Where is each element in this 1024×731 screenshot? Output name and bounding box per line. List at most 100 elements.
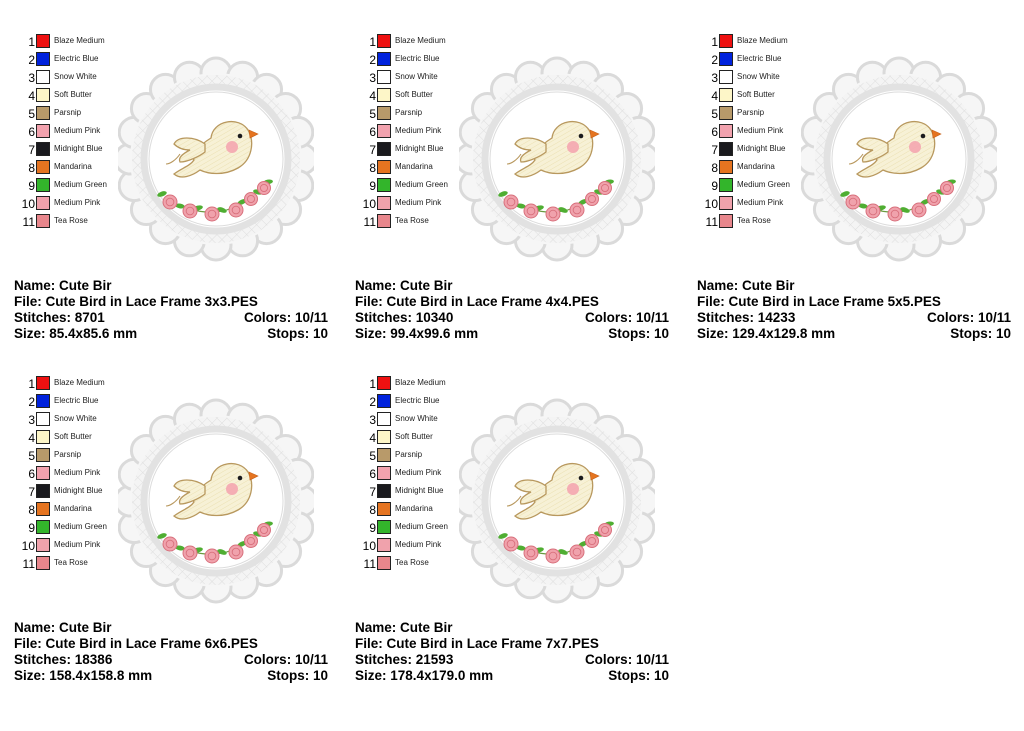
thread-name: Soft Butter (395, 90, 433, 99)
design-info: Name: Cute Bir File: Cute Bird in Lace F… (355, 278, 669, 342)
thread-swatch (377, 196, 391, 210)
stops-value: 10 (653, 326, 669, 341)
design-info: Name: Cute Bir File: Cute Bird in Lace F… (14, 620, 328, 684)
size-value: 178.4x179.0 mm (390, 668, 494, 683)
thread-name: Medium Pink (737, 198, 784, 207)
design-name-line: Name: Cute Bir (697, 278, 1011, 294)
name-label: Name: (14, 278, 56, 293)
thread-swatch (36, 448, 50, 462)
embroidery-preview[interactable] (459, 56, 655, 262)
thread-number: 8 (28, 503, 35, 517)
thread-name: Medium Pink (54, 540, 101, 549)
thread-swatch (377, 502, 391, 516)
thread-swatch (377, 88, 391, 102)
thread-name: Blaze Medium (395, 36, 446, 45)
colors-field: Colors: 10/11 (585, 652, 669, 668)
thread-number: 3 (369, 71, 376, 85)
name-label: Name: (355, 278, 397, 293)
thread-name: Medium Pink (395, 198, 442, 207)
stops-label: Stops: (267, 668, 310, 683)
thread-name: Medium Pink (395, 468, 442, 477)
size-line: Size: 129.4x129.8 mm Stops: 10 (697, 326, 1011, 342)
thread-name: Mandarina (395, 504, 433, 513)
rose-garland-icon (498, 521, 614, 564)
thread-name: Soft Butter (54, 432, 92, 441)
design-card[interactable]: 1 Blaze Medium 2 Electric Blue 3 Snow White 4 S… (697, 28, 1024, 358)
design-info: Name: Cute Bir File: Cute Bird in Lace F… (355, 620, 669, 684)
thread-number: 7 (369, 143, 376, 157)
embroidery-preview[interactable] (118, 398, 314, 604)
thread-name: Medium Green (54, 180, 107, 189)
thread-swatch (36, 556, 50, 570)
stitch-count: 10340 (415, 310, 454, 325)
name-label: Name: (697, 278, 739, 293)
thread-swatch (377, 106, 391, 120)
stops-field: Stops: 10 (267, 668, 328, 684)
design-card[interactable]: 1 Blaze Medium 2 Electric Blue 3 Snow White 4 S… (355, 28, 685, 358)
thread-name: Snow White (395, 72, 438, 81)
file-line: File: Cute Bird in Lace Frame 4x4.PES (355, 294, 669, 310)
design-name: Cute Bir (742, 278, 795, 293)
thread-number: 11 (22, 557, 35, 571)
size-value: 85.4x85.6 mm (49, 326, 138, 341)
thread-name: Midnight Blue (54, 486, 103, 495)
thread-name: Medium Pink (395, 126, 442, 135)
thread-number: 2 (28, 395, 35, 409)
thread-number: 5 (369, 107, 376, 121)
design-info: Name: Cute Bir File: Cute Bird in Lace F… (697, 278, 1011, 342)
size-value: 158.4x158.8 mm (49, 668, 153, 683)
embroidery-preview[interactable] (459, 398, 655, 604)
thread-number: 2 (28, 53, 35, 67)
thread-name: Medium Green (395, 522, 448, 531)
design-card[interactable]: 1 Blaze Medium 2 Electric Blue 3 Snow White 4 S… (355, 370, 685, 700)
thread-number: 3 (28, 71, 35, 85)
file-line: File: Cute Bird in Lace Frame 7x7.PES (355, 636, 669, 652)
thread-number: 4 (369, 431, 376, 445)
thread-swatch (36, 538, 50, 552)
thread-name: Blaze Medium (395, 378, 446, 387)
file-name: Cute Bird in Lace Frame 4x4.PES (386, 294, 599, 309)
design-card[interactable]: 1 Blaze Medium 2 Electric Blue 3 Snow White 4 S… (14, 370, 344, 700)
stops-label: Stops: (950, 326, 993, 341)
thread-swatch (719, 34, 733, 48)
stops-field: Stops: 10 (950, 326, 1011, 342)
design-info: Name: Cute Bir File: Cute Bird in Lace F… (14, 278, 328, 342)
thread-name: Midnight Blue (54, 144, 103, 153)
thread-name: Electric Blue (737, 54, 782, 63)
file-label: File: (14, 636, 42, 651)
colors-label: Colors: (243, 310, 292, 325)
stitches-label: Stitches: (697, 310, 755, 325)
thread-swatch (377, 214, 391, 228)
thread-swatch (36, 520, 50, 534)
stitches-line: Stitches: 21593 Colors: 10/11 (355, 652, 669, 668)
thread-swatch (719, 196, 733, 210)
thread-name: Blaze Medium (737, 36, 788, 45)
size-label: Size: (355, 668, 387, 683)
size-label: Size: (14, 326, 46, 341)
design-card[interactable]: 1 Blaze Medium 2 Electric Blue 3 Snow White 4 S… (14, 28, 344, 358)
thread-number: 8 (369, 161, 376, 175)
embroidery-preview[interactable] (801, 56, 997, 262)
thread-number: 6 (28, 125, 35, 139)
colors-value: 10/11 (294, 310, 328, 325)
colors-field: Colors: 10/11 (244, 652, 328, 668)
thread-name: Medium Pink (54, 468, 101, 477)
thread-number: 6 (28, 467, 35, 481)
embroidery-preview[interactable] (118, 56, 314, 262)
thread-swatch (719, 214, 733, 228)
thread-swatch (36, 160, 50, 174)
thread-name: Electric Blue (54, 54, 99, 63)
thread-number: 3 (28, 413, 35, 427)
design-name-line: Name: Cute Bir (14, 278, 328, 294)
thread-swatch (36, 124, 50, 138)
thread-number: 7 (369, 485, 376, 499)
thread-number: 6 (369, 125, 376, 139)
thread-number: 10 (21, 539, 35, 553)
thread-number: 11 (705, 215, 718, 229)
thread-name: Mandarina (54, 162, 92, 171)
name-label: Name: (14, 620, 56, 635)
thread-number: 11 (363, 557, 376, 571)
thread-number: 8 (28, 161, 35, 175)
stops-label: Stops: (608, 326, 651, 341)
thread-name: Soft Butter (54, 90, 92, 99)
